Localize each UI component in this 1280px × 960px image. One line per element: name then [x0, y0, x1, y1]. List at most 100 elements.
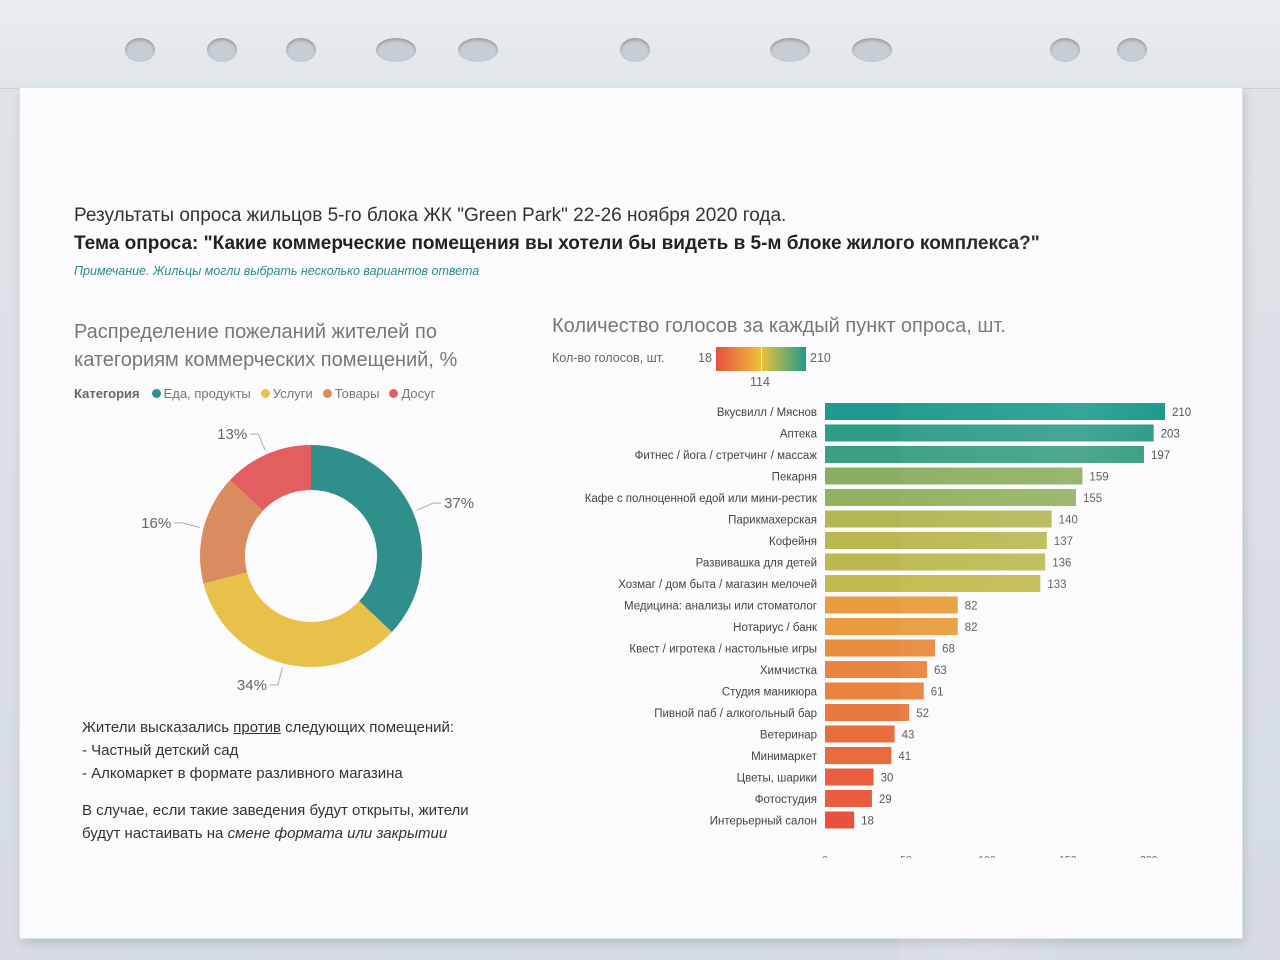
- page-title: Результаты опроса жильцов 5-го блока ЖК …: [74, 205, 787, 226]
- conclusion-text: будут настаивать на: [82, 825, 228, 842]
- bar: [825, 747, 892, 764]
- bar-value-label: 203: [1161, 429, 1180, 441]
- donut-leader-line: [416, 502, 442, 511]
- punch-hole: [620, 38, 650, 62]
- donut-slice-label: 13%: [217, 426, 247, 443]
- bar-value-label: 210: [1172, 407, 1191, 419]
- donut-slice: [200, 480, 263, 584]
- bar-value-label: 43: [902, 730, 915, 742]
- donut-slice-label: 16%: [141, 515, 171, 532]
- color-scale-max: 210: [810, 351, 831, 365]
- legend-label: Досуг: [401, 386, 436, 401]
- donut-slice-label: 34%: [237, 677, 267, 694]
- survey-note: Примечание. Жильцы могли выбрать несколь…: [74, 264, 480, 278]
- bar: [825, 403, 1165, 420]
- bar-category-label: Химчистка: [760, 665, 818, 677]
- color-scale-mid-tick: [761, 347, 762, 371]
- bar: [825, 704, 910, 721]
- bar: [825, 790, 872, 807]
- bar-value-label: 197: [1151, 450, 1170, 462]
- pie-chart-title: Распределение пожеланий жителей по катег…: [74, 321, 458, 371]
- donut-chart: 37% 34% 16% 13%: [141, 426, 474, 694]
- color-scale-label: Кол-во голосов, шт.: [552, 351, 665, 365]
- bar-chart-title: Количество голосов за каждый пункт опрос…: [552, 315, 1006, 337]
- survey-topic: Тема опроса: "Какие коммерческие помещен…: [74, 233, 1040, 254]
- legend-label: Товары: [334, 386, 380, 401]
- bar-value-label: 29: [879, 794, 892, 806]
- legend-title: Категория: [74, 386, 140, 401]
- legend-item-services: Услуги: [260, 386, 313, 401]
- punch-hole: [458, 38, 498, 62]
- bar-value-label: 30: [881, 773, 894, 785]
- bar: [825, 596, 958, 614]
- donut-slice: [311, 445, 422, 632]
- donut-slice-label: 37%: [444, 495, 474, 512]
- legend-dot: [389, 389, 399, 398]
- conclusion-line: В случае, если такие заведения будут отк…: [82, 802, 469, 819]
- punch-hole: [852, 38, 892, 62]
- bar-value-label: 155: [1083, 493, 1102, 505]
- bar: [825, 575, 1041, 592]
- bar-category-label: Минимаркет: [751, 751, 818, 763]
- bar: [825, 467, 1083, 485]
- bar-value-label: 159: [1089, 472, 1108, 484]
- x-tick-label: 150: [1059, 854, 1077, 858]
- bar: [825, 725, 895, 743]
- x-tick-label: 200: [1140, 854, 1158, 858]
- bar: [825, 811, 855, 829]
- bar-category-label: Студия маникюра: [722, 687, 818, 699]
- bar-category-label: Пивной паб / алкогольный бар: [654, 708, 817, 720]
- donut-slice: [230, 445, 311, 511]
- against-keyword: против: [233, 719, 281, 736]
- legend-item-leisure: Досуг: [389, 386, 435, 401]
- bar-category-label: Фитнес / йога / стретчинг / массаж: [635, 450, 818, 462]
- punch-hole: [1117, 38, 1147, 62]
- bar-value-label: 63: [934, 665, 947, 677]
- against-block: Жители высказались против следующих поме…: [82, 716, 542, 845]
- bar-value-label: 52: [916, 708, 929, 720]
- bar-category-label: Цветы, шарики: [737, 773, 817, 785]
- donut-leader-line: [174, 522, 200, 528]
- bar-chart-container: Вкусвилл / Мяснов 210 Аптека 203 Фитнес / йо…: [540, 398, 1220, 866]
- bar-category-label: Нотариус / банк: [733, 622, 818, 634]
- bar-value-label: 137: [1054, 536, 1073, 548]
- bar-value-label: 61: [931, 687, 944, 699]
- bar: [825, 553, 1046, 571]
- bar-category-label: Развивашка для детей: [696, 558, 817, 570]
- punch-hole: [770, 38, 810, 62]
- bar: [825, 510, 1052, 528]
- legend-dot: [151, 389, 161, 398]
- bar-category-label: Медицина: анализы или стоматолог: [624, 601, 817, 613]
- bar-value-label: 136: [1052, 558, 1071, 570]
- pie-legend: Категория Еда, продукты Услуги Товары До…: [74, 386, 439, 401]
- bar-category-label: Ветеринар: [760, 730, 817, 742]
- bar-category-label: Аптека: [780, 429, 818, 441]
- against-item: - Частный детский сад: [82, 742, 239, 759]
- bar: [825, 424, 1154, 442]
- punch-hole: [286, 38, 316, 62]
- bar-category-label: Интерьерный салон: [710, 816, 817, 828]
- color-scale-mid: 114: [750, 375, 770, 389]
- bar-value-label: 18: [861, 816, 874, 828]
- punch-hole: [207, 38, 237, 62]
- bar-value-label: 133: [1047, 579, 1066, 591]
- against-intro: Жители высказались против следующих поме…: [82, 716, 542, 739]
- bar-value-label: 140: [1059, 515, 1078, 527]
- donut-chart-container: 37% 34% 16% 13%: [120, 420, 520, 704]
- legend-item-goods: Товары: [322, 386, 380, 401]
- conclusion-line: будут настаивать на смене формата или за…: [82, 822, 542, 845]
- x-tick-label: 0: [822, 854, 828, 858]
- bar: [825, 532, 1047, 549]
- donut-leader-line: [269, 667, 283, 686]
- bar-value-label: 82: [965, 601, 978, 613]
- bar-category-label: Пекарня: [772, 472, 817, 484]
- bar: [825, 682, 924, 700]
- color-scale-min: 18: [698, 351, 712, 365]
- legend-dot: [260, 389, 270, 398]
- x-tick-label: 100: [978, 854, 996, 858]
- bar-category-label: Фотостудия: [755, 794, 817, 806]
- bar-category-label: Кофейня: [769, 536, 817, 548]
- x-tick-label: 50: [900, 854, 912, 858]
- legend-label: Услуги: [272, 386, 313, 401]
- bar: [825, 639, 936, 657]
